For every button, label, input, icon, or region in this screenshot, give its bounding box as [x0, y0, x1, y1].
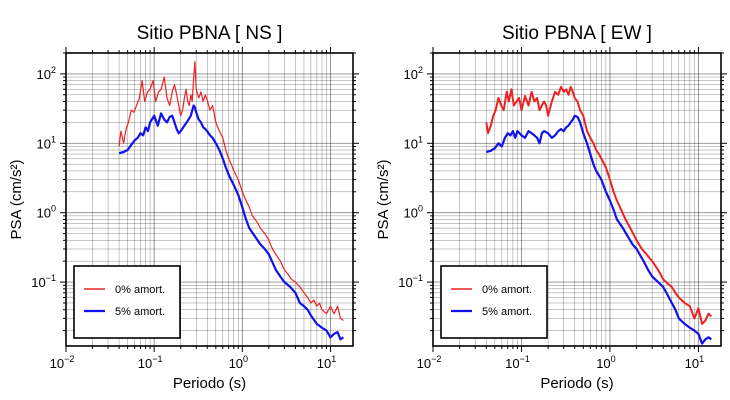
chart-title: Sitio PBNA [ EW ]	[502, 23, 652, 44]
y-axis-label: PSA (cm/s²)	[8, 159, 25, 239]
chart-title: Sitio PBNA [ NS ]	[137, 23, 283, 44]
series-line-damping-0	[485, 85, 712, 325]
series-line-damping-5	[118, 104, 345, 341]
legend-label: 0% amort.	[482, 284, 532, 296]
y-axis-label: PSA (cm/s²)	[375, 159, 392, 239]
series-group	[485, 85, 712, 345]
legend-box	[440, 265, 548, 339]
y-tick-label: 101	[404, 134, 423, 151]
x-tick-label: 10−1	[138, 354, 163, 371]
x-tick-label: 100	[596, 354, 615, 371]
tick-marks	[427, 47, 727, 352]
legend: 0% amort. 5% amort.	[73, 265, 181, 339]
x-axis-label: Periodo (s)	[173, 375, 246, 392]
series-line-damping-5	[486, 114, 712, 345]
series-line-damping-0	[118, 61, 344, 321]
x-tick-label: 10−2	[417, 354, 442, 371]
series-group	[118, 61, 345, 341]
y-tick-label: 100	[37, 204, 56, 221]
legend-label: 0% amort.	[115, 284, 165, 296]
chart-panel-ew: 10−2 10−1 100 101 10−1 100 101 102 Sitio PBNA [ …	[375, 23, 727, 392]
legend-label: 5% amort.	[482, 306, 532, 318]
y-tick-label: 102	[37, 65, 56, 82]
legend: 0% amort. 5% amort.	[440, 265, 548, 339]
plot-frame	[65, 52, 354, 347]
y-tick-label: 10−1	[398, 273, 423, 290]
y-tick-label: 102	[404, 65, 423, 82]
x-tick-label: 100	[229, 354, 248, 371]
grid	[65, 52, 353, 346]
y-tick-label: 100	[404, 204, 423, 221]
chart-panel-ns: 10−2 10−1 100 101 10−1 100 101 102 Sitio PBNA [ …	[8, 23, 359, 392]
x-tick-label: 101	[317, 354, 336, 371]
legend-label: 5% amort.	[115, 306, 165, 318]
legend-box	[73, 265, 181, 339]
y-tick-label: 10−1	[31, 273, 56, 290]
x-tick-label: 10−2	[50, 354, 75, 371]
plot-frame	[432, 52, 722, 347]
x-tick-label: 101	[685, 354, 704, 371]
y-tick-label: 101	[37, 134, 56, 151]
x-tick-label: 10−1	[505, 354, 530, 371]
tick-marks	[60, 47, 359, 352]
grid	[432, 52, 721, 346]
x-axis-label: Periodo (s)	[540, 375, 613, 392]
